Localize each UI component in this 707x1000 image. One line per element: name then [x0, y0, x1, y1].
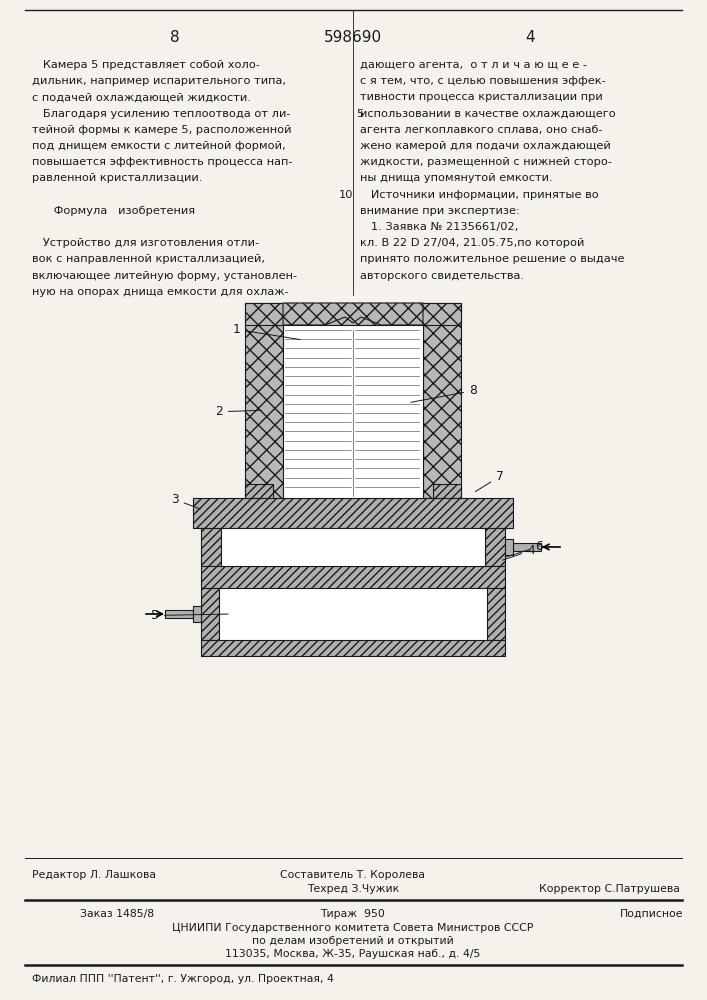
Text: Филиал ППП ''Патент'', г. Ужгород, ул. Проектная, 4: Филиал ППП ''Патент'', г. Ужгород, ул. П… [32, 974, 334, 984]
Bar [219, 588, 487, 640]
Text: использовании в качестве охлаждающего: использовании в качестве охлаждающего [360, 109, 616, 119]
Text: жено камерой для подачи охлаждающей: жено камерой для подачи охлаждающей [360, 141, 611, 151]
Text: 4: 4 [503, 544, 534, 560]
Bar [193, 606, 201, 622]
Bar [201, 640, 505, 656]
Text: 1: 1 [233, 323, 300, 340]
Text: принято положительное решение о выдаче: принято положительное решение о выдаче [360, 254, 624, 264]
Bar [221, 528, 485, 566]
Text: агента легкоплавкого сплава, оно снаб-: агента легкоплавкого сплава, оно снаб- [360, 125, 602, 135]
Text: ны днища упомянутой емкости.: ны днища упомянутой емкости. [360, 173, 553, 183]
Bar [245, 303, 283, 498]
Text: ЦНИИПИ Государственного комитета Совета Министров СССР: ЦНИИПИ Государственного комитета Совета … [173, 923, 534, 933]
Text: с подачей охлаждающей жидкости.: с подачей охлаждающей жидкости. [32, 92, 251, 102]
Text: дающего агента,  о т л и ч а ю щ е е -: дающего агента, о т л и ч а ю щ е е - [360, 60, 587, 70]
Text: 3: 3 [171, 493, 200, 509]
Text: внимание при экспертизе:: внимание при экспертизе: [360, 206, 520, 216]
Text: с я тем, что, с целью повышения эффек-: с я тем, что, с целью повышения эффек- [360, 76, 606, 86]
Text: 10: 10 [339, 190, 353, 200]
Polygon shape [283, 303, 423, 325]
Text: кл. В 22 D 27/04, 21.05.75,по которой: кл. В 22 D 27/04, 21.05.75,по которой [360, 238, 585, 248]
Bar [423, 303, 461, 498]
Text: 113035, Москва, Ж-35, Раушская наб., д. 4/5: 113035, Москва, Ж-35, Раушская наб., д. … [226, 949, 481, 959]
Text: ную на опорах днища емкости для охлаж-: ную на опорах днища емкости для охлаж- [32, 287, 288, 297]
Bar [485, 528, 505, 566]
Bar [245, 484, 273, 498]
Text: под днищем емкости с литейной формой,: под днищем емкости с литейной формой, [32, 141, 286, 151]
Bar [201, 588, 219, 640]
Text: повышается эффективность процесса нап-: повышается эффективность процесса нап- [32, 157, 293, 167]
Text: Корректор С.Патрушева: Корректор С.Патрушева [539, 884, 680, 894]
Text: Редактор Л. Лашкова: Редактор Л. Лашкова [32, 870, 156, 880]
Text: 8: 8 [170, 30, 180, 45]
Text: 5: 5 [151, 609, 228, 622]
Bar [513, 543, 541, 551]
Text: Благодаря усилению теплоотвода от ли-: Благодаря усилению теплоотвода от ли- [32, 109, 291, 119]
Text: Подписное: Подписное [620, 909, 684, 919]
Text: авторского свидетельства.: авторского свидетельства. [360, 271, 524, 281]
Bar [283, 325, 423, 498]
Text: Формула   изобретения: Формула изобретения [32, 206, 195, 216]
Text: тейной формы к камере 5, расположенной: тейной формы к камере 5, расположенной [32, 125, 291, 135]
Text: по делам изобретений и открытий: по делам изобретений и открытий [252, 936, 454, 946]
Text: Заказ 1485/8: Заказ 1485/8 [80, 909, 154, 919]
Bar [193, 498, 513, 528]
Text: 6: 6 [506, 540, 543, 557]
Bar [505, 539, 513, 555]
Text: жидкости, размещенной с нижней сторо-: жидкости, размещенной с нижней сторо- [360, 157, 612, 167]
Text: вок с направленной кристаллизацией,: вок с направленной кристаллизацией, [32, 254, 265, 264]
Bar [201, 528, 221, 566]
Text: Устройство для изготовления отли-: Устройство для изготовления отли- [32, 238, 259, 248]
Text: тивности процесса кристаллизации при: тивности процесса кристаллизации при [360, 92, 603, 102]
Text: 8: 8 [411, 384, 477, 402]
Text: Составитель Т. Королева: Составитель Т. Королева [281, 870, 426, 880]
Text: равленной кристаллизации.: равленной кристаллизации. [32, 173, 202, 183]
Bar [201, 566, 505, 588]
Bar [165, 610, 193, 618]
Text: 2: 2 [215, 405, 261, 418]
Bar [433, 484, 461, 498]
Text: дильник, например испарительного типа,: дильник, например испарительного типа, [32, 76, 286, 86]
Text: 4: 4 [525, 30, 534, 45]
Text: Камера 5 представляет собой холо-: Камера 5 представляет собой холо- [32, 60, 260, 70]
Text: Источники информации, принятые во: Источники информации, принятые во [360, 190, 599, 200]
Text: Техред З.Чужик: Техред З.Чужик [307, 884, 399, 894]
Text: 1. Заявка № 2135661/02,: 1. Заявка № 2135661/02, [360, 222, 518, 232]
Bar [245, 303, 461, 325]
Text: 598690: 598690 [324, 30, 382, 45]
Text: 7: 7 [475, 470, 504, 492]
Text: 5: 5 [356, 109, 363, 119]
Text: Тираж  950: Тираж 950 [320, 909, 385, 919]
Bar [487, 588, 505, 640]
Text: включающее литейную форму, установлен-: включающее литейную форму, установлен- [32, 271, 297, 281]
